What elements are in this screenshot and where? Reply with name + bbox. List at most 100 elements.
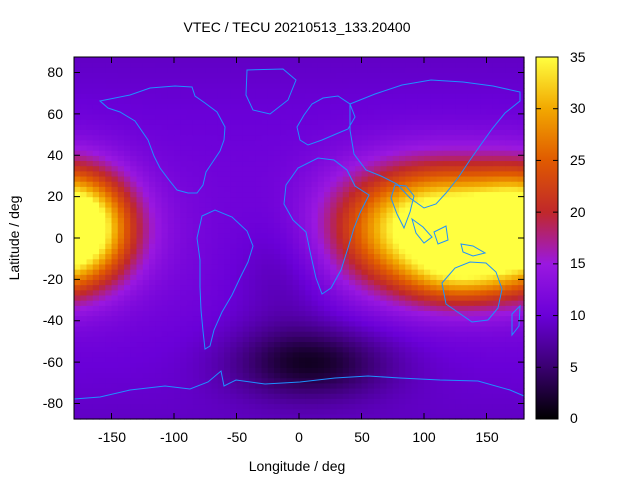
heatmap-cell (511, 232, 519, 239)
heatmap-cell (342, 341, 350, 348)
heatmap-cell (80, 284, 88, 291)
heatmap-cell (174, 212, 181, 218)
heatmap-cell (186, 253, 194, 260)
heatmap-cell (174, 377, 181, 384)
heatmap-cell (86, 201, 94, 208)
heatmap-cell (430, 336, 438, 343)
heatmap-cell (474, 150, 481, 156)
heatmap-cell (455, 382, 463, 389)
heatmap-cell (455, 181, 463, 187)
heatmap-cell (261, 160, 269, 167)
heatmap-cell (236, 134, 244, 141)
heatmap-cell (411, 300, 419, 306)
heatmap-cell (436, 186, 444, 193)
heatmap-cell (324, 144, 331, 151)
heatmap-cell (467, 341, 475, 348)
heatmap-cell (111, 150, 119, 156)
heatmap-cell (80, 367, 88, 374)
heatmap-cell (267, 315, 275, 322)
heatmap-cell (86, 222, 94, 229)
heatmap-cell (317, 227, 325, 234)
heatmap-cell (136, 408, 144, 415)
heatmap-cell (255, 310, 263, 317)
heatmap-cell (317, 139, 325, 146)
heatmap-cell (117, 134, 125, 141)
heatmap-cell (274, 310, 281, 317)
heatmap-cell (386, 377, 394, 384)
heatmap-cell (380, 372, 388, 379)
heatmap-cell (155, 150, 163, 156)
heatmap-cell (280, 351, 288, 358)
heatmap-cell (511, 336, 519, 343)
heatmap-cell (74, 67, 81, 74)
heatmap-cell (211, 341, 219, 348)
heatmap-cell (224, 238, 231, 244)
heatmap-cell (174, 248, 181, 255)
heatmap-cell (86, 57, 94, 63)
heatmap-cell (492, 222, 500, 229)
heatmap-cell (161, 372, 169, 379)
heatmap-cell (342, 144, 350, 151)
heatmap-cell (230, 320, 238, 327)
heatmap-cell (286, 336, 294, 343)
heatmap-cell (199, 300, 206, 306)
heatmap-cell (399, 248, 406, 255)
heatmap-cell (342, 393, 350, 399)
heatmap-cell (511, 367, 519, 374)
heatmap-cell (142, 382, 150, 389)
heatmap-cell (474, 196, 481, 203)
heatmap-cell (330, 139, 338, 146)
heatmap-cell (117, 279, 125, 286)
heatmap-cell (311, 175, 319, 182)
heatmap-cell (317, 305, 325, 311)
heatmap-cell (199, 315, 206, 322)
heatmap-cell (305, 289, 313, 296)
heatmap-cell (486, 212, 494, 218)
heatmap-cell (167, 113, 175, 120)
heatmap-cell (111, 336, 119, 343)
heatmap-cell (174, 88, 181, 94)
heatmap-cell (111, 315, 119, 322)
heatmap-cell (155, 382, 163, 389)
heatmap-cell (517, 175, 525, 182)
heatmap-cell (299, 186, 306, 193)
heatmap-cell (230, 108, 238, 115)
heatmap-cell (286, 62, 294, 68)
heatmap-cell (236, 269, 244, 275)
heatmap-cell (161, 258, 169, 265)
heatmap-cell (99, 320, 106, 327)
heatmap-cell (280, 72, 288, 79)
heatmap-cell (174, 300, 181, 306)
heatmap-cell (492, 88, 500, 94)
heatmap-cell (436, 206, 444, 213)
heatmap-cell (249, 139, 256, 146)
heatmap-cell (117, 367, 125, 374)
heatmap-cell (430, 356, 438, 363)
heatmap-cell (261, 155, 269, 162)
heatmap-cell (486, 88, 494, 94)
heatmap-cell (442, 351, 450, 358)
heatmap-cell (336, 119, 344, 125)
heatmap-cell (324, 196, 331, 203)
heatmap-cell (436, 356, 444, 363)
heatmap-cell (217, 62, 225, 68)
heatmap-cell (142, 305, 150, 311)
heatmap-cell (330, 341, 338, 348)
heatmap-cell (224, 103, 231, 110)
heatmap-cell (461, 134, 469, 141)
heatmap-cell (149, 155, 156, 162)
heatmap-cell (117, 377, 125, 384)
heatmap-cell (411, 269, 419, 275)
heatmap-cell (324, 346, 331, 353)
heatmap-cell (355, 129, 363, 136)
heatmap-cell (336, 186, 344, 193)
heatmap-cell (217, 67, 225, 74)
heatmap-cell (261, 222, 269, 229)
heatmap-cell (311, 336, 319, 343)
heatmap-cell (424, 243, 431, 249)
heatmap-cell (242, 310, 250, 317)
heatmap-cell (267, 206, 275, 213)
heatmap-cell (242, 139, 250, 146)
heatmap-cell (399, 144, 406, 151)
heatmap-cell (442, 232, 450, 239)
